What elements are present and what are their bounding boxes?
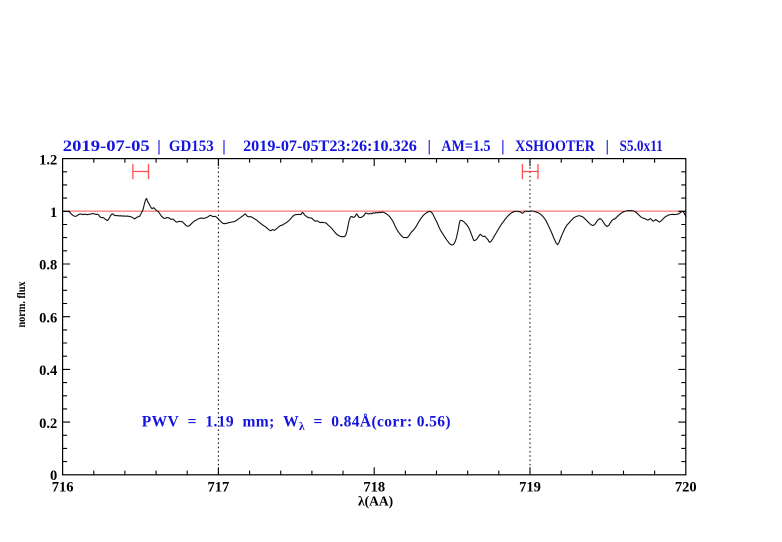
svg-text:1.2: 1.2 bbox=[39, 152, 57, 168]
svg-text:λ(AA): λ(AA) bbox=[358, 494, 393, 509]
svg-text:718: 718 bbox=[363, 480, 385, 496]
svg-text:norm. flux: norm. flux bbox=[14, 282, 28, 328]
svg-text:PWV = 1.19 mm; Wλ = 0.84: PWV = 1.19 mm; Wλ = 0.84Å(corr: 0.56) bbox=[142, 414, 451, 434]
svg-text:0.2: 0.2 bbox=[39, 416, 57, 432]
svg-text:716: 716 bbox=[52, 480, 74, 496]
svg-text:720: 720 bbox=[675, 480, 697, 496]
svg-text:717: 717 bbox=[208, 480, 230, 496]
svg-text:0: 0 bbox=[50, 468, 57, 484]
svg-text:0.4: 0.4 bbox=[39, 363, 57, 379]
svg-text:0.8: 0.8 bbox=[39, 258, 57, 274]
svg-text:2019-07-05|GD153|2019-07-05T23: 2019-07-05 | GD153 | 2019-07-05T23:26:10.326… bbox=[63, 138, 663, 155]
svg-text:719: 719 bbox=[519, 480, 541, 496]
svg-text:0.6: 0.6 bbox=[39, 310, 57, 326]
svg-text:1: 1 bbox=[50, 205, 57, 221]
